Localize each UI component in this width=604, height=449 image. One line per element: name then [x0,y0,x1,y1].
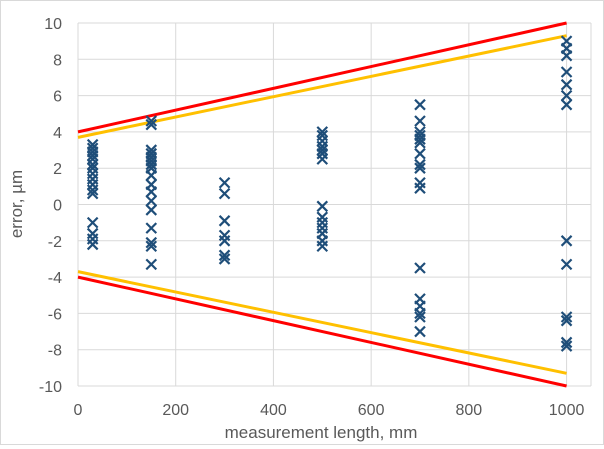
data-point [86,216,99,229]
x-tick-label: 1000 [549,402,585,419]
y-tick-label: -6 [48,306,62,323]
x-tick-label: 400 [260,402,287,419]
upper-limit-line-1 [77,21,567,134]
data-point [560,89,573,102]
data-point [218,235,231,247]
y-tick-label: -10 [39,379,62,396]
y-axis-label: error, µm [7,170,26,238]
y-tick-label: 10 [44,16,62,33]
data-point [86,238,99,251]
data-point [145,222,158,234]
data-point [145,195,158,207]
data-point [560,235,573,247]
data-point [414,147,426,160]
y-tick-label: 4 [53,125,62,142]
data-point [560,258,573,271]
data-point [316,153,329,165]
y-tick-label: -8 [48,343,62,360]
data-point [414,325,426,338]
data-points [86,35,573,352]
data-point [414,307,426,320]
data-point [560,336,573,349]
data-point [145,236,158,249]
data-point [414,98,426,111]
data-point [560,78,573,91]
data-point [145,118,158,131]
data-point [560,98,573,111]
data-point [86,187,99,200]
data-point [414,311,426,323]
y-tick-label: 8 [53,52,62,69]
lower-limit-line-1 [77,275,567,388]
data-point [145,169,158,182]
y-tick-label: -4 [48,270,62,287]
data-point [316,144,329,156]
x-tick-label: 0 [74,402,83,419]
data-point [414,162,426,174]
data-point [414,262,426,274]
data-point [218,176,231,189]
data-point [218,249,231,262]
data-point [316,126,329,138]
data-point [145,258,158,271]
data-point [145,158,158,171]
data-point [316,200,329,213]
data-point [316,240,329,253]
upper-limit-line-2 [77,34,567,139]
data-point [145,115,158,127]
lower-limit-line-2 [77,270,567,375]
y-tick-label: 6 [53,89,62,106]
data-point [560,49,573,62]
data-point [218,187,231,200]
data-point [414,158,426,171]
y-tick-label: 0 [53,198,62,215]
x-axis-label: measurement length, mm [225,423,418,442]
x-tick-label: 800 [456,402,483,419]
data-point [86,158,99,171]
limit-lines [77,21,567,388]
data-point [560,340,573,352]
data-point [414,133,426,145]
data-point [414,182,426,194]
data-point [414,115,426,127]
y-tick-label: 2 [53,161,62,178]
data-point [560,66,573,78]
x-tick-labels: 0 200 400 600 800 1000 [74,402,585,419]
data-point [414,137,426,149]
data-point [86,149,99,162]
data-point [145,186,158,198]
data-point [145,240,158,253]
x-tick-label: 200 [162,402,189,419]
data-point [560,314,573,327]
gridlines [77,22,592,387]
data-point [560,311,573,323]
data-point [86,184,99,196]
y-tick-labels: -10 -8 -6 -4 -2 0 2 4 6 8 10 [39,16,62,396]
x-tick-label: 600 [358,402,385,419]
data-point [145,204,158,216]
data-point [218,253,231,265]
data-point [218,215,231,227]
y-tick-label: -2 [48,234,62,251]
